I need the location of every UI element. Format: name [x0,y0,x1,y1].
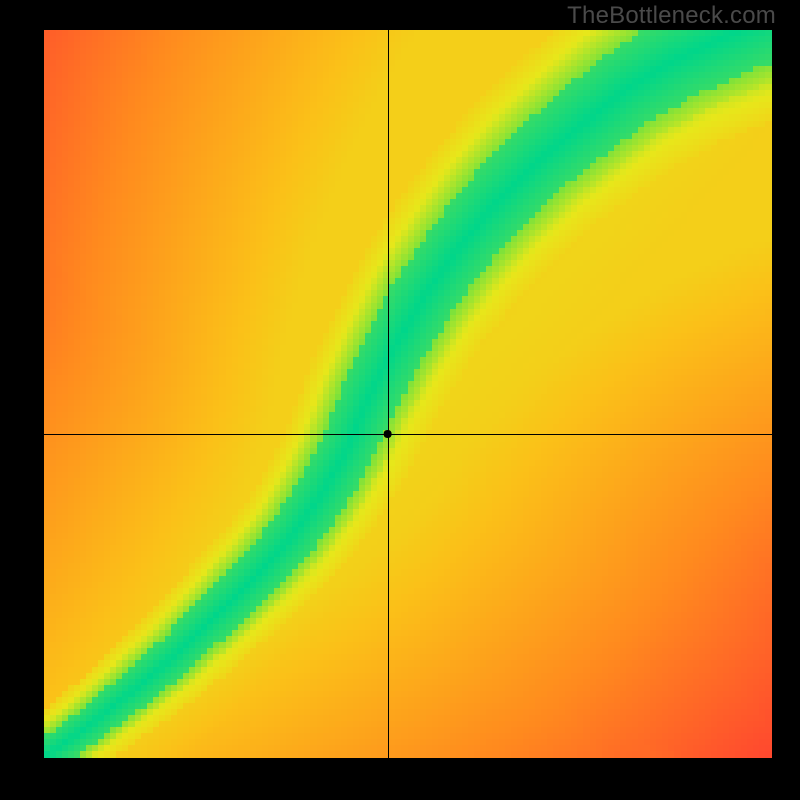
chart-container: TheBottleneck.com [0,0,800,800]
heatmap-canvas [44,30,772,758]
heatmap-plot-area [44,30,772,758]
watermark-text: TheBottleneck.com [567,2,776,30]
